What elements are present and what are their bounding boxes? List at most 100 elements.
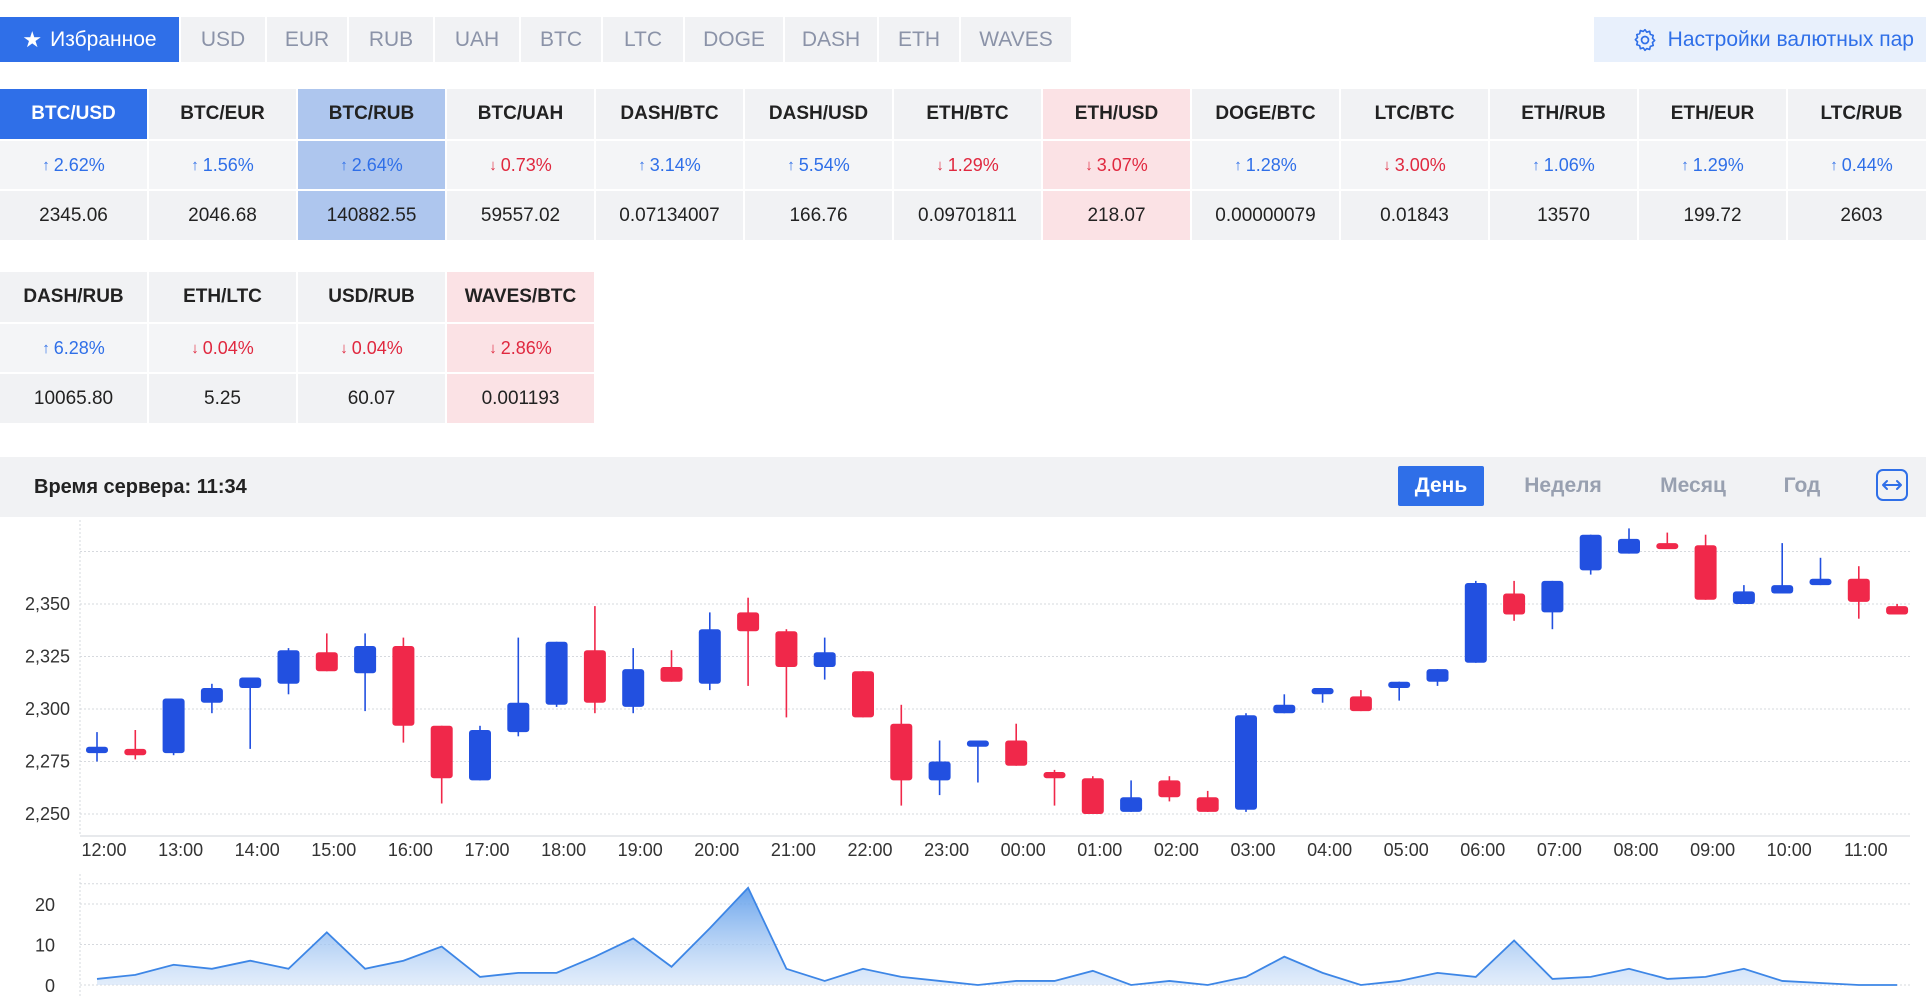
pair-card-eth-rub[interactable]: ETH/RUB ↑ 1.06% 13570	[1490, 89, 1637, 240]
pair-price: 0.00000079	[1192, 189, 1339, 240]
candle	[239, 677, 262, 749]
candle-body	[507, 702, 530, 733]
candle	[1235, 713, 1257, 812]
pair-change: ↓ 1.29%	[894, 139, 1041, 189]
pair-card-doge-btc[interactable]: DOGE/BTC ↑ 1.28% 0.00000079	[1192, 89, 1339, 240]
pair-card-dash-btc[interactable]: DASH/BTC ↑ 3.14% 0.07134007	[596, 89, 743, 240]
pair-price: 166.76	[745, 189, 892, 240]
candle-body	[545, 641, 568, 705]
tab-eth[interactable]: ETH	[879, 17, 959, 62]
period-week-button[interactable]: Неделя	[1524, 474, 1602, 497]
pair-price: 2603	[1788, 189, 1926, 240]
pair-card-eth-usd[interactable]: ETH/USD ↓ 3.07% 218.07	[1043, 89, 1190, 240]
tab-dash[interactable]: DASH	[785, 17, 877, 62]
pair-card-eth-eur[interactable]: ETH/EUR ↑ 1.29% 199.72	[1639, 89, 1786, 240]
candle	[775, 629, 798, 718]
candle-body	[124, 748, 147, 756]
pair-name: BTC/RUB	[298, 89, 445, 139]
tab-usd[interactable]: USD	[181, 17, 265, 62]
pair-change-value: 2.64%	[351, 154, 403, 175]
x-tick-label: 18:00	[541, 840, 586, 860]
pair-settings-label: Настройки валютных пар	[1667, 27, 1914, 51]
pair-card-dash-rub[interactable]: DASH/RUB ↑ 6.28% 10065.80	[0, 272, 147, 423]
candle-body	[469, 730, 491, 781]
candle-body	[1464, 583, 1487, 663]
tab-ltc[interactable]: LTC	[603, 17, 683, 62]
tab-uah[interactable]: UAH	[435, 17, 519, 62]
x-tick-label: 14:00	[235, 840, 280, 860]
tab-избранное[interactable]: ★ Избранное	[0, 17, 179, 62]
pair-price: 5.25	[149, 372, 296, 423]
candle-body	[890, 723, 913, 781]
pair-card-eth-btc[interactable]: ETH/BTC ↓ 1.29% 0.09701811	[894, 89, 1041, 240]
pair-change-value: 1.06%	[1543, 154, 1595, 175]
tab-eur[interactable]: EUR	[267, 17, 347, 62]
period-day-button[interactable]: День	[1398, 466, 1484, 506]
pair-change: ↓ 0.04%	[149, 322, 296, 372]
price-candlestick-chart[interactable]: 2,250 2,275 2,300 2,325 2,350 12:00 13:00 14:00…	[0, 518, 1926, 870]
pair-name: USD/RUB	[298, 272, 445, 322]
pair-card-eth-ltc[interactable]: ETH/LTC ↓ 0.04% 5.25	[149, 272, 296, 423]
candle	[124, 730, 147, 760]
candle	[1043, 769, 1066, 806]
expand-chart-button[interactable]	[1876, 469, 1908, 501]
tab-doge[interactable]: DOGE	[685, 17, 783, 62]
pair-card-btc-usd[interactable]: BTC/USD ↑ 2.62% 2345.06	[0, 89, 147, 240]
server-time: Время сервера: 11:34	[34, 475, 247, 498]
candle	[1541, 580, 1564, 630]
pair-card-btc-uah[interactable]: BTC/UAH ↓ 0.73% 59557.02	[447, 89, 594, 240]
pair-name: BTC/USD	[0, 89, 147, 139]
tab-label: LTC	[623, 27, 663, 51]
period-year-button[interactable]: Год	[1783, 474, 1821, 497]
arrow-down-icon: ↓	[936, 156, 944, 174]
candle	[1158, 776, 1181, 802]
x-tick-label: 13:00	[158, 840, 203, 860]
tab-btc[interactable]: BTC	[521, 17, 601, 62]
candle-body	[966, 740, 989, 747]
candle-body	[430, 725, 453, 779]
candle-body	[162, 698, 185, 754]
pair-card-ltc-rub[interactable]: LTC/RUB ↑ 0.44% 2603	[1788, 89, 1926, 240]
x-tick-label: 17:00	[464, 840, 509, 860]
candle-body	[1579, 534, 1602, 571]
y-tick-label: 20	[35, 895, 55, 915]
pair-name: ETH/EUR	[1639, 89, 1786, 139]
pair-price: 0.07134007	[596, 189, 743, 240]
pair-price: 2345.06	[0, 189, 147, 240]
pair-change-value: 6.28%	[53, 337, 105, 358]
candle-body	[315, 652, 338, 672]
pair-change: ↑ 0.44%	[1788, 139, 1926, 189]
candle-body	[698, 629, 721, 684]
pair-card-dash-usd[interactable]: DASH/USD ↑ 5.54% 166.76	[745, 89, 892, 240]
x-tick-label: 16:00	[388, 840, 433, 860]
tab-waves[interactable]: WAVES	[961, 17, 1071, 62]
candle-body	[1120, 797, 1143, 812]
y-tick-label: 2,275	[25, 752, 70, 772]
candle	[737, 597, 760, 686]
pair-card-waves-btc[interactable]: WAVES/BTC ↓ 2.86% 0.001193	[447, 272, 594, 423]
candle-body	[660, 667, 683, 682]
candle	[698, 612, 721, 691]
pair-change-value: 1.28%	[1245, 154, 1297, 175]
pair-price: 0.01843	[1341, 189, 1488, 240]
pair-name: WAVES/BTC	[447, 272, 594, 322]
arrow-up-icon: ↑	[638, 156, 646, 174]
arrow-up-icon: ↑	[191, 156, 199, 174]
candle	[1196, 790, 1219, 812]
pair-card-usd-rub[interactable]: USD/RUB ↓ 0.04% 60.07	[298, 272, 445, 423]
period-month-button[interactable]: Месяц	[1660, 474, 1726, 497]
pair-change-value: 1.29%	[1692, 154, 1744, 175]
y-tick-label: 2,325	[25, 647, 70, 667]
x-tick-label: 11:00	[1844, 840, 1888, 860]
pair-card-btc-rub[interactable]: BTC/RUB ↑ 2.64% 140882.55	[298, 89, 445, 240]
pair-settings-button[interactable]: Настройки валютных пар	[1594, 17, 1926, 62]
tab-rub[interactable]: RUB	[349, 17, 433, 62]
candle	[1579, 534, 1602, 575]
pair-card-btc-eur[interactable]: BTC/EUR ↑ 1.56% 2046.68	[149, 89, 296, 240]
pair-card-ltc-btc[interactable]: LTC/BTC ↓ 3.00% 0.01843	[1341, 89, 1488, 240]
pair-name: ETH/RUB	[1490, 89, 1637, 139]
candle-body	[583, 650, 606, 703]
x-tick-label: 06:00	[1460, 840, 1505, 860]
candle-body	[200, 688, 223, 703]
pair-price: 0.09701811	[894, 189, 1041, 240]
